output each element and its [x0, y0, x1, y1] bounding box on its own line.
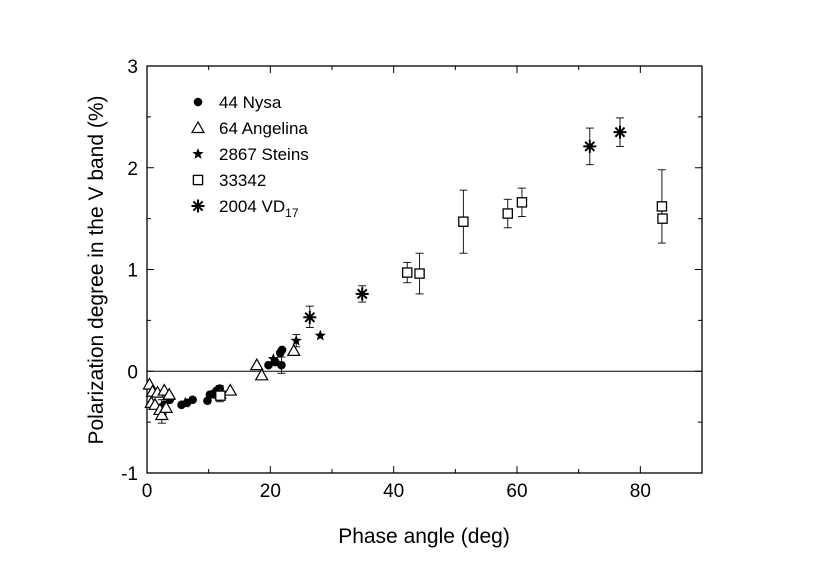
data-point [286, 343, 301, 356]
y-axis-title: Polarization degree in the V band (%) [85, 95, 108, 444]
marker-shape [267, 353, 280, 364]
marker-shape [290, 334, 302, 346]
data-point [215, 390, 226, 401]
x-tick-label: 20 [260, 481, 281, 502]
data-point [613, 125, 627, 139]
y-tick-label: 2 [127, 159, 138, 180]
marker-shape [249, 357, 264, 371]
legend-label: 64 Angelina [219, 119, 308, 138]
marker-shape [254, 368, 269, 381]
data-point [355, 287, 369, 301]
marker-shape [286, 343, 301, 356]
marker-shape [401, 267, 413, 278]
data-point [290, 334, 302, 346]
data-point [458, 216, 469, 227]
y-tick-label: -1 [121, 464, 138, 485]
data-point [254, 368, 269, 381]
marker-shape [657, 213, 668, 224]
series-64-angelina [142, 343, 301, 421]
marker-stroke [304, 312, 316, 323]
y-tick-label: 0 [127, 362, 138, 383]
data-point [583, 139, 597, 153]
data-point [277, 360, 286, 370]
legend-item: 2867 Steins [192, 145, 309, 164]
marker-stroke [356, 288, 368, 300]
data-point [516, 197, 528, 208]
data-point [162, 387, 177, 400]
legend-label: 33342 [219, 171, 266, 190]
marker-shape [192, 148, 204, 159]
y-tick-label: 3 [127, 57, 138, 78]
series-33342 [215, 197, 668, 401]
legend-marker [190, 120, 206, 134]
marker-shape [414, 268, 425, 279]
legend-item: 64 Angelina [190, 119, 308, 138]
marker-shape [162, 387, 177, 400]
legend: 44 Nysa 64 Angelina 2867 Steins 33342 2004 V… [190, 93, 309, 220]
data-point [179, 396, 191, 408]
y-tick-label: 1 [127, 261, 138, 282]
data-point [414, 268, 425, 279]
marker-shape [154, 407, 169, 421]
data-point [401, 267, 413, 278]
marker-shape [215, 390, 226, 401]
marker-shape [277, 345, 287, 355]
marker-shape [277, 360, 286, 370]
x-tick-label: 60 [506, 481, 527, 502]
data-point [223, 383, 238, 396]
data-point [188, 395, 197, 405]
marker-shape [502, 208, 513, 219]
legend-item: 33342 [192, 171, 266, 190]
legend-marker [192, 174, 204, 186]
marker-shape [188, 395, 197, 405]
marker-shape [159, 400, 174, 413]
marker-stroke [614, 126, 626, 138]
data-point [314, 329, 326, 341]
legend-item: 44 Nysa [193, 93, 282, 112]
x-tick-label: 0 [142, 481, 153, 502]
legend-label: 2004 VD17 [219, 197, 299, 220]
marker-shape [193, 97, 203, 107]
legend-marker [192, 148, 204, 159]
marker-shape [190, 120, 206, 134]
data-point [657, 213, 668, 224]
legend-label-subscript: 17 [285, 206, 299, 220]
marker-shape [516, 197, 528, 208]
marker-shape [458, 216, 469, 227]
data-point [159, 400, 174, 413]
data-point [249, 357, 264, 371]
marker-shape [192, 174, 204, 186]
marker-stroke [584, 141, 596, 152]
marker-stroke [192, 200, 204, 212]
data-point [277, 345, 287, 355]
legend-item: 2004 VD17 [191, 197, 299, 220]
legend-label: 44 Nysa [219, 93, 282, 112]
data-point [656, 201, 668, 212]
legend-marker [191, 199, 205, 213]
marker-shape [314, 329, 326, 341]
data-point [267, 353, 280, 364]
marker-shape [179, 396, 191, 408]
legend-marker [193, 97, 203, 107]
series-2004-vd17 [303, 125, 627, 324]
data-point [303, 310, 317, 324]
x-tick-label: 40 [383, 481, 404, 502]
x-axis-title: Phase angle (deg) [338, 525, 510, 548]
legend-label: 2867 Steins [219, 145, 309, 164]
data-point [154, 407, 169, 421]
marker-shape [223, 383, 238, 396]
marker-shape [656, 201, 668, 212]
x-tick-label: 80 [630, 481, 651, 502]
data-point [502, 208, 513, 219]
